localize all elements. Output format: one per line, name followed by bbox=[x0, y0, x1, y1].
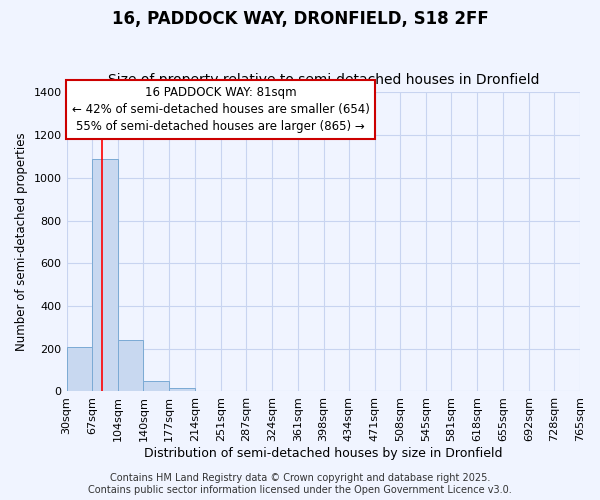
Bar bbox=[169, 388, 195, 392]
Bar bbox=[67, 346, 92, 392]
Title: Size of property relative to semi-detached houses in Dronfield: Size of property relative to semi-detach… bbox=[107, 73, 539, 87]
Bar bbox=[92, 158, 118, 392]
Y-axis label: Number of semi-detached properties: Number of semi-detached properties bbox=[15, 132, 28, 351]
Text: 16, PADDOCK WAY, DRONFIELD, S18 2FF: 16, PADDOCK WAY, DRONFIELD, S18 2FF bbox=[112, 10, 488, 28]
Bar bbox=[118, 340, 143, 392]
Text: Contains HM Land Registry data © Crown copyright and database right 2025.
Contai: Contains HM Land Registry data © Crown c… bbox=[88, 474, 512, 495]
X-axis label: Distribution of semi-detached houses by size in Dronfield: Distribution of semi-detached houses by … bbox=[144, 447, 503, 460]
Bar bbox=[143, 382, 169, 392]
Text: 16 PADDOCK WAY: 81sqm
← 42% of semi-detached houses are smaller (654)
55% of sem: 16 PADDOCK WAY: 81sqm ← 42% of semi-deta… bbox=[71, 86, 370, 133]
